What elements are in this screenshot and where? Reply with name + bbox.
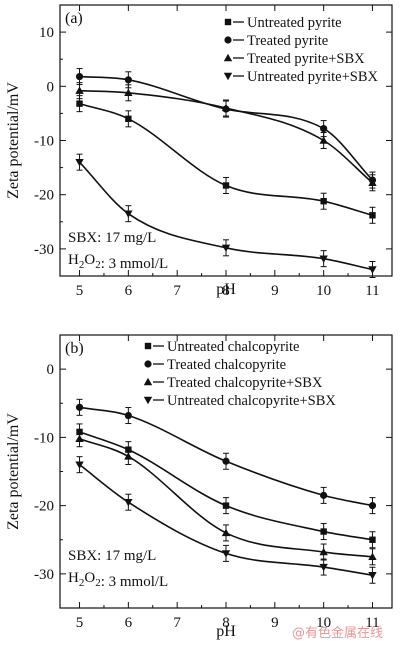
legend-label: Untreated pyrite — [247, 15, 342, 31]
data-point — [75, 72, 84, 81]
legend-marker — [143, 396, 153, 405]
legend: Untreated pyrite Treated pyrite Treated py… — [223, 15, 379, 85]
series-1 — [75, 398, 377, 515]
data-point — [125, 115, 132, 123]
y-tick-label: -10 — [34, 430, 54, 446]
legend-label: Treated chalcopyrite — [167, 357, 286, 373]
legend-label: Treated chalcopyrite+SBX — [167, 375, 323, 391]
x-tick-label: 8 — [222, 283, 230, 299]
x-tick-label: 9 — [271, 283, 279, 299]
series-2 — [75, 82, 377, 192]
legend-label: Treated pyrite — [247, 33, 328, 49]
data-point — [368, 572, 377, 580]
data-point — [320, 124, 328, 133]
legend-marker — [224, 18, 232, 26]
y-axis-label: Zeta potential/mV — [5, 413, 22, 530]
data-point — [124, 76, 132, 84]
data-point — [368, 266, 377, 274]
data-point — [221, 528, 231, 537]
x-axis-label: pH — [216, 623, 236, 640]
annotation: SBX: 17 mg/L — [68, 548, 156, 564]
data-point — [319, 136, 328, 144]
data-point — [75, 158, 84, 167]
y-tick-label: -20 — [34, 188, 54, 204]
data-point — [369, 212, 376, 219]
data-point — [320, 491, 328, 499]
legend-marker — [223, 72, 233, 81]
legend-label: Untreated chalcopyrite+SBX — [167, 393, 336, 409]
data-point — [124, 210, 133, 218]
y-tick-label: -10 — [34, 134, 54, 150]
x-tick-label: 7 — [173, 283, 181, 299]
data-point — [75, 86, 84, 94]
data-point — [368, 178, 377, 186]
x-tick-label: 11 — [365, 283, 379, 299]
data-point — [222, 182, 230, 189]
legend-marker — [144, 342, 152, 350]
legend-marker — [144, 360, 152, 368]
data-point — [319, 547, 328, 556]
data-point — [221, 550, 231, 558]
legend-marker — [224, 36, 232, 44]
data-point — [124, 88, 133, 97]
data-point — [222, 457, 230, 465]
legend: Untreated chalcopyrite Treated chalcopyri… — [143, 339, 336, 409]
data-point — [76, 100, 83, 107]
legend-label: Untreated chalcopyrite — [167, 339, 299, 355]
y-tick-label: -30 — [34, 242, 54, 258]
legend-label: Untreated pyrite+SBX — [247, 69, 379, 85]
data-point — [369, 536, 376, 543]
x-tick-label: 8 — [222, 615, 230, 631]
x-tick-label: 7 — [173, 615, 181, 631]
legend-marker — [223, 53, 233, 62]
x-tick-label: 11 — [365, 615, 379, 631]
data-point — [221, 244, 231, 253]
x-tick-label: 5 — [76, 283, 84, 299]
panel-a: 5 6 7 8 9 10 11 -30 -20 -10 0 10 pH Zeta potential/mV… — [5, 4, 393, 299]
x-tick-label: 10 — [316, 615, 331, 631]
annotation: H2O2: 3 mmol/L — [68, 252, 168, 272]
data-point — [320, 528, 327, 535]
data-point — [221, 103, 231, 112]
data-point — [75, 403, 84, 411]
data-point — [368, 552, 377, 561]
y-tick-label: 10 — [39, 25, 54, 41]
annotation: SBX: 17 mg/L — [68, 230, 156, 246]
data-point — [222, 502, 230, 509]
y-tick-label: -30 — [34, 567, 54, 583]
data-point — [319, 563, 328, 572]
series-1 — [75, 68, 377, 189]
x-tick-label: 6 — [125, 615, 133, 631]
y-tick-label: 0 — [47, 362, 55, 378]
series-2 — [75, 430, 377, 566]
watermark: @有色金属在线 — [292, 625, 383, 641]
data-point — [124, 411, 132, 420]
data-point — [368, 502, 377, 510]
x-tick-label: 9 — [271, 615, 279, 631]
panel-label: (b) — [65, 340, 84, 357]
y-tick-label: -20 — [34, 499, 54, 515]
x-tick-label: 10 — [316, 283, 331, 299]
legend-marker — [143, 377, 153, 386]
panel-label: (a) — [65, 10, 83, 27]
series-3 — [75, 153, 377, 278]
data-point — [320, 198, 327, 205]
data-point — [75, 461, 84, 469]
series-curve — [79, 102, 373, 217]
panel-b: 5 6 7 8 9 10 11 -30 -20 -10 0 pH Zeta potential/mV (b… — [5, 334, 393, 640]
y-tick-label: 0 — [47, 79, 55, 95]
data-point — [124, 499, 133, 507]
series-curve — [79, 431, 373, 541]
data-point — [75, 434, 84, 442]
x-axis-label: pH — [216, 281, 236, 298]
data-point — [319, 255, 328, 263]
x-tick-label: 6 — [125, 283, 133, 299]
annotation: H2O2: 3 mmol/L — [68, 570, 168, 590]
y-axis-label: Zeta potential/mV — [5, 82, 22, 199]
legend-label: Treated pyrite+SBX — [247, 51, 365, 67]
x-tick-label: 5 — [76, 615, 84, 631]
data-point — [124, 452, 133, 460]
series-3 — [75, 456, 377, 584]
